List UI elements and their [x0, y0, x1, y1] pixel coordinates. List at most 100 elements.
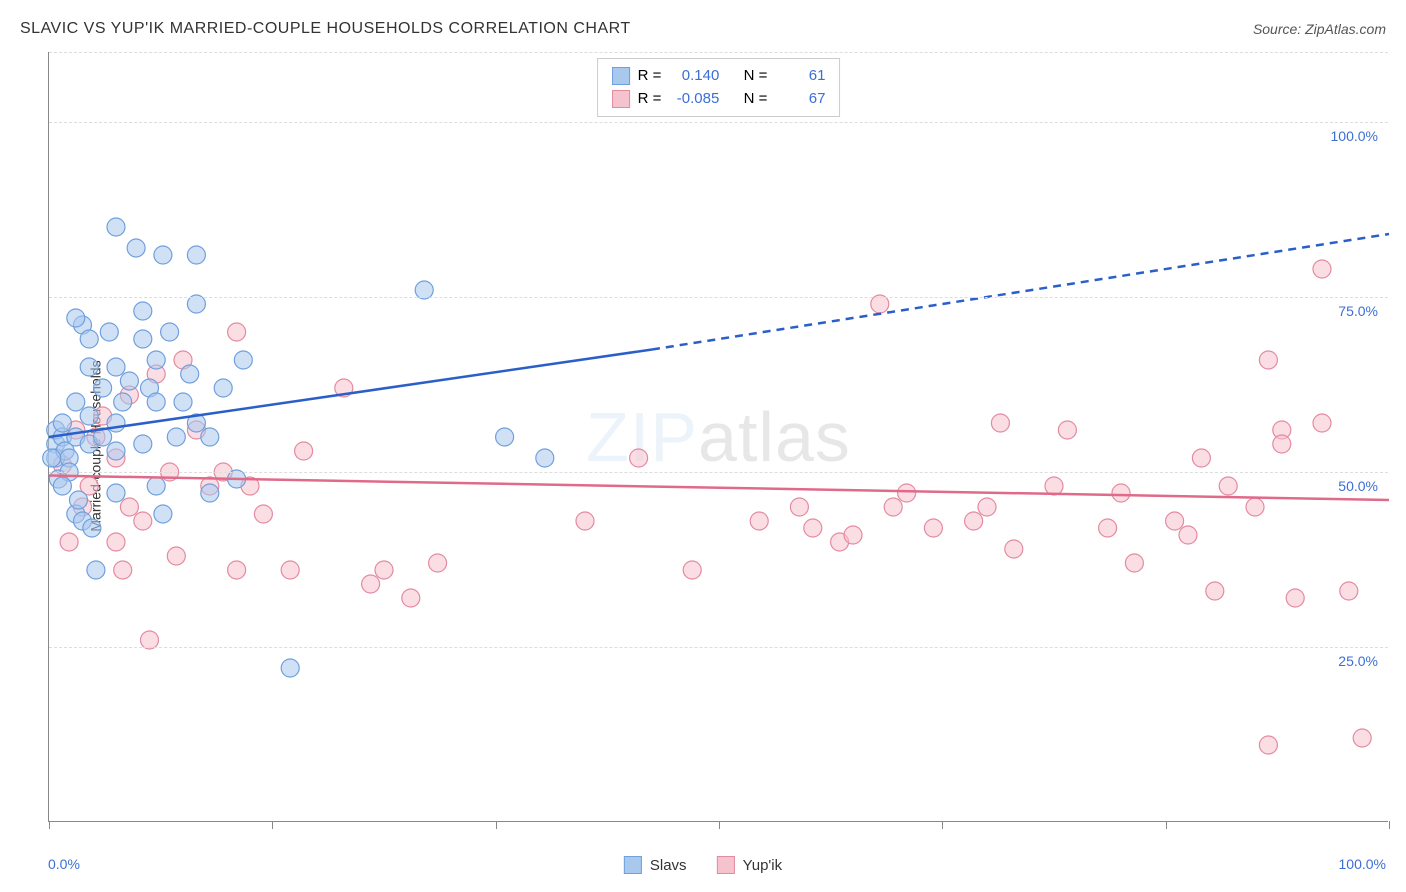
scatter-point-slavs	[80, 407, 98, 425]
scatter-point-yup'ik	[1313, 260, 1331, 278]
scatter-point-slavs	[43, 449, 61, 467]
scatter-point-slavs	[80, 330, 98, 348]
scatter-point-slavs	[107, 442, 125, 460]
x-tick	[1389, 821, 1390, 829]
source-label: Source: ZipAtlas.com	[1253, 21, 1386, 37]
gridline	[49, 647, 1388, 648]
scatter-point-slavs	[120, 372, 138, 390]
scatter-point-yup'ik	[114, 561, 132, 579]
scatter-point-slavs	[107, 484, 125, 502]
scatter-point-slavs	[214, 379, 232, 397]
x-axis-max-label: 100.0%	[1339, 856, 1386, 872]
y-tick-label: 100.0%	[1331, 128, 1378, 144]
scatter-point-slavs	[154, 505, 172, 523]
scatter-point-yup'ik	[978, 498, 996, 516]
y-tick-label: 25.0%	[1338, 653, 1378, 669]
scatter-point-yup'ik	[844, 526, 862, 544]
scatter-point-yup'ik	[1273, 435, 1291, 453]
scatter-point-yup'ik	[167, 547, 185, 565]
scatter-point-yup'ik	[1259, 351, 1277, 369]
scatter-point-yup'ik	[254, 505, 272, 523]
scatter-point-slavs	[94, 379, 112, 397]
scatter-point-slavs	[181, 365, 199, 383]
scatter-point-slavs	[67, 393, 85, 411]
stats-legend-box: R = 0.140 N = 61 R = -0.085 N = 67	[597, 58, 841, 117]
scatter-point-yup'ik	[884, 498, 902, 516]
scatter-point-yup'ik	[60, 533, 78, 551]
scatter-point-slavs	[147, 477, 165, 495]
scatter-point-yup'ik	[1286, 589, 1304, 607]
x-axis-min-label: 0.0%	[48, 856, 80, 872]
gridline	[49, 297, 1388, 298]
trendline-slavs	[49, 350, 652, 438]
scatter-svg	[49, 52, 1388, 821]
scatter-point-yup'ik	[1125, 554, 1143, 572]
scatter-point-slavs	[201, 428, 219, 446]
legend-swatch-yupik	[717, 856, 735, 874]
scatter-point-slavs	[53, 477, 71, 495]
scatter-point-slavs	[87, 561, 105, 579]
gridline	[49, 472, 1388, 473]
scatter-point-slavs	[69, 491, 87, 509]
scatter-point-slavs	[147, 393, 165, 411]
scatter-point-slavs	[161, 323, 179, 341]
scatter-point-yup'ik	[1206, 582, 1224, 600]
legend-item-yupik: Yup'ik	[717, 856, 783, 874]
gridline	[49, 122, 1388, 123]
scatter-point-slavs	[127, 239, 145, 257]
scatter-point-yup'ik	[1045, 477, 1063, 495]
legend-swatch-slavs	[624, 856, 642, 874]
scatter-point-yup'ik	[228, 323, 246, 341]
swatch-slavs	[612, 67, 630, 85]
y-tick-label: 50.0%	[1338, 478, 1378, 494]
x-tick	[719, 821, 720, 829]
scatter-point-slavs	[100, 323, 118, 341]
scatter-point-yup'ik	[1313, 414, 1331, 432]
scatter-point-slavs	[107, 218, 125, 236]
x-tick	[49, 821, 50, 829]
scatter-point-slavs	[536, 449, 554, 467]
stats-row-yupik: R = -0.085 N = 67	[612, 88, 826, 111]
scatter-point-slavs	[134, 302, 152, 320]
trendline-dashed-slavs	[652, 234, 1389, 350]
scatter-point-yup'ik	[991, 414, 1009, 432]
scatter-point-yup'ik	[1005, 540, 1023, 558]
scatter-point-yup'ik	[1112, 484, 1130, 502]
scatter-point-yup'ik	[402, 589, 420, 607]
scatter-point-yup'ik	[1353, 729, 1371, 747]
scatter-point-slavs	[147, 351, 165, 369]
scatter-point-yup'ik	[924, 519, 942, 537]
chart-plot-area: ZIPatlas R = 0.140 N = 61 R = -0.085 N =…	[48, 52, 1388, 822]
scatter-point-yup'ik	[804, 519, 822, 537]
scatter-point-slavs	[134, 435, 152, 453]
scatter-point-yup'ik	[1246, 498, 1264, 516]
scatter-point-yup'ik	[1058, 421, 1076, 439]
scatter-point-yup'ik	[1219, 477, 1237, 495]
scatter-point-slavs	[201, 484, 219, 502]
scatter-point-yup'ik	[630, 449, 648, 467]
scatter-point-slavs	[154, 246, 172, 264]
scatter-point-slavs	[174, 393, 192, 411]
scatter-point-slavs	[53, 414, 71, 432]
scatter-point-yup'ik	[1340, 582, 1358, 600]
scatter-point-yup'ik	[1166, 512, 1184, 530]
scatter-point-slavs	[496, 428, 514, 446]
scatter-point-yup'ik	[120, 498, 138, 516]
scatter-point-slavs	[187, 246, 205, 264]
scatter-point-yup'ik	[228, 561, 246, 579]
scatter-point-yup'ik	[1179, 526, 1197, 544]
scatter-point-slavs	[83, 519, 101, 537]
legend-item-slavs: Slavs	[624, 856, 687, 874]
scatter-point-yup'ik	[107, 533, 125, 551]
x-tick	[272, 821, 273, 829]
scatter-point-slavs	[67, 309, 85, 327]
x-tick	[1166, 821, 1167, 829]
scatter-point-slavs	[80, 358, 98, 376]
scatter-point-yup'ik	[1099, 519, 1117, 537]
scatter-point-yup'ik	[683, 561, 701, 579]
scatter-point-yup'ik	[1192, 449, 1210, 467]
chart-title: SLAVIC VS YUP'IK MARRIED-COUPLE HOUSEHOL…	[20, 20, 631, 38]
scatter-point-yup'ik	[576, 512, 594, 530]
scatter-point-yup'ik	[1259, 736, 1277, 754]
scatter-point-slavs	[114, 393, 132, 411]
